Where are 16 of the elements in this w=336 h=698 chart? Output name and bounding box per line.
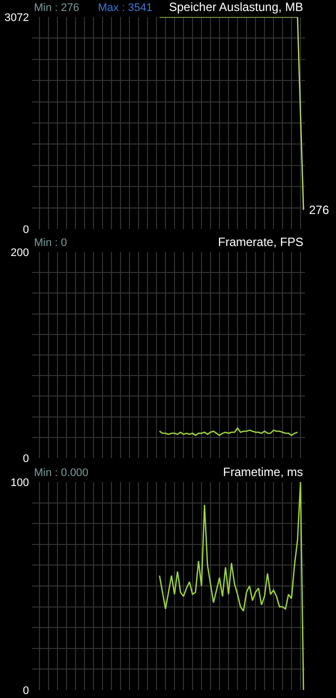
text: Max : 3541 bbox=[98, 2, 152, 14]
line-series bbox=[158, 482, 304, 690]
text: Min : 276 bbox=[34, 2, 80, 14]
text: 276 bbox=[309, 203, 330, 217]
y-tick-label: 100 bbox=[10, 476, 29, 489]
text: Min : 0.000 bbox=[34, 467, 88, 479]
y-tick-label: 200 bbox=[10, 246, 29, 259]
chart-title: Frametime, ms bbox=[223, 465, 304, 479]
y-tick-label: 0 bbox=[22, 452, 29, 465]
line-series bbox=[158, 427, 298, 436]
y-tick-label: 0 bbox=[22, 224, 29, 236]
chart-title: Framerate, FPS bbox=[218, 235, 304, 249]
chart-title: Speicher Auslastung, MB bbox=[169, 0, 304, 14]
y-tick-label: 0 bbox=[22, 684, 29, 697]
y-tick-label: 3072 bbox=[4, 12, 29, 24]
text: Min : 0 bbox=[34, 237, 68, 249]
